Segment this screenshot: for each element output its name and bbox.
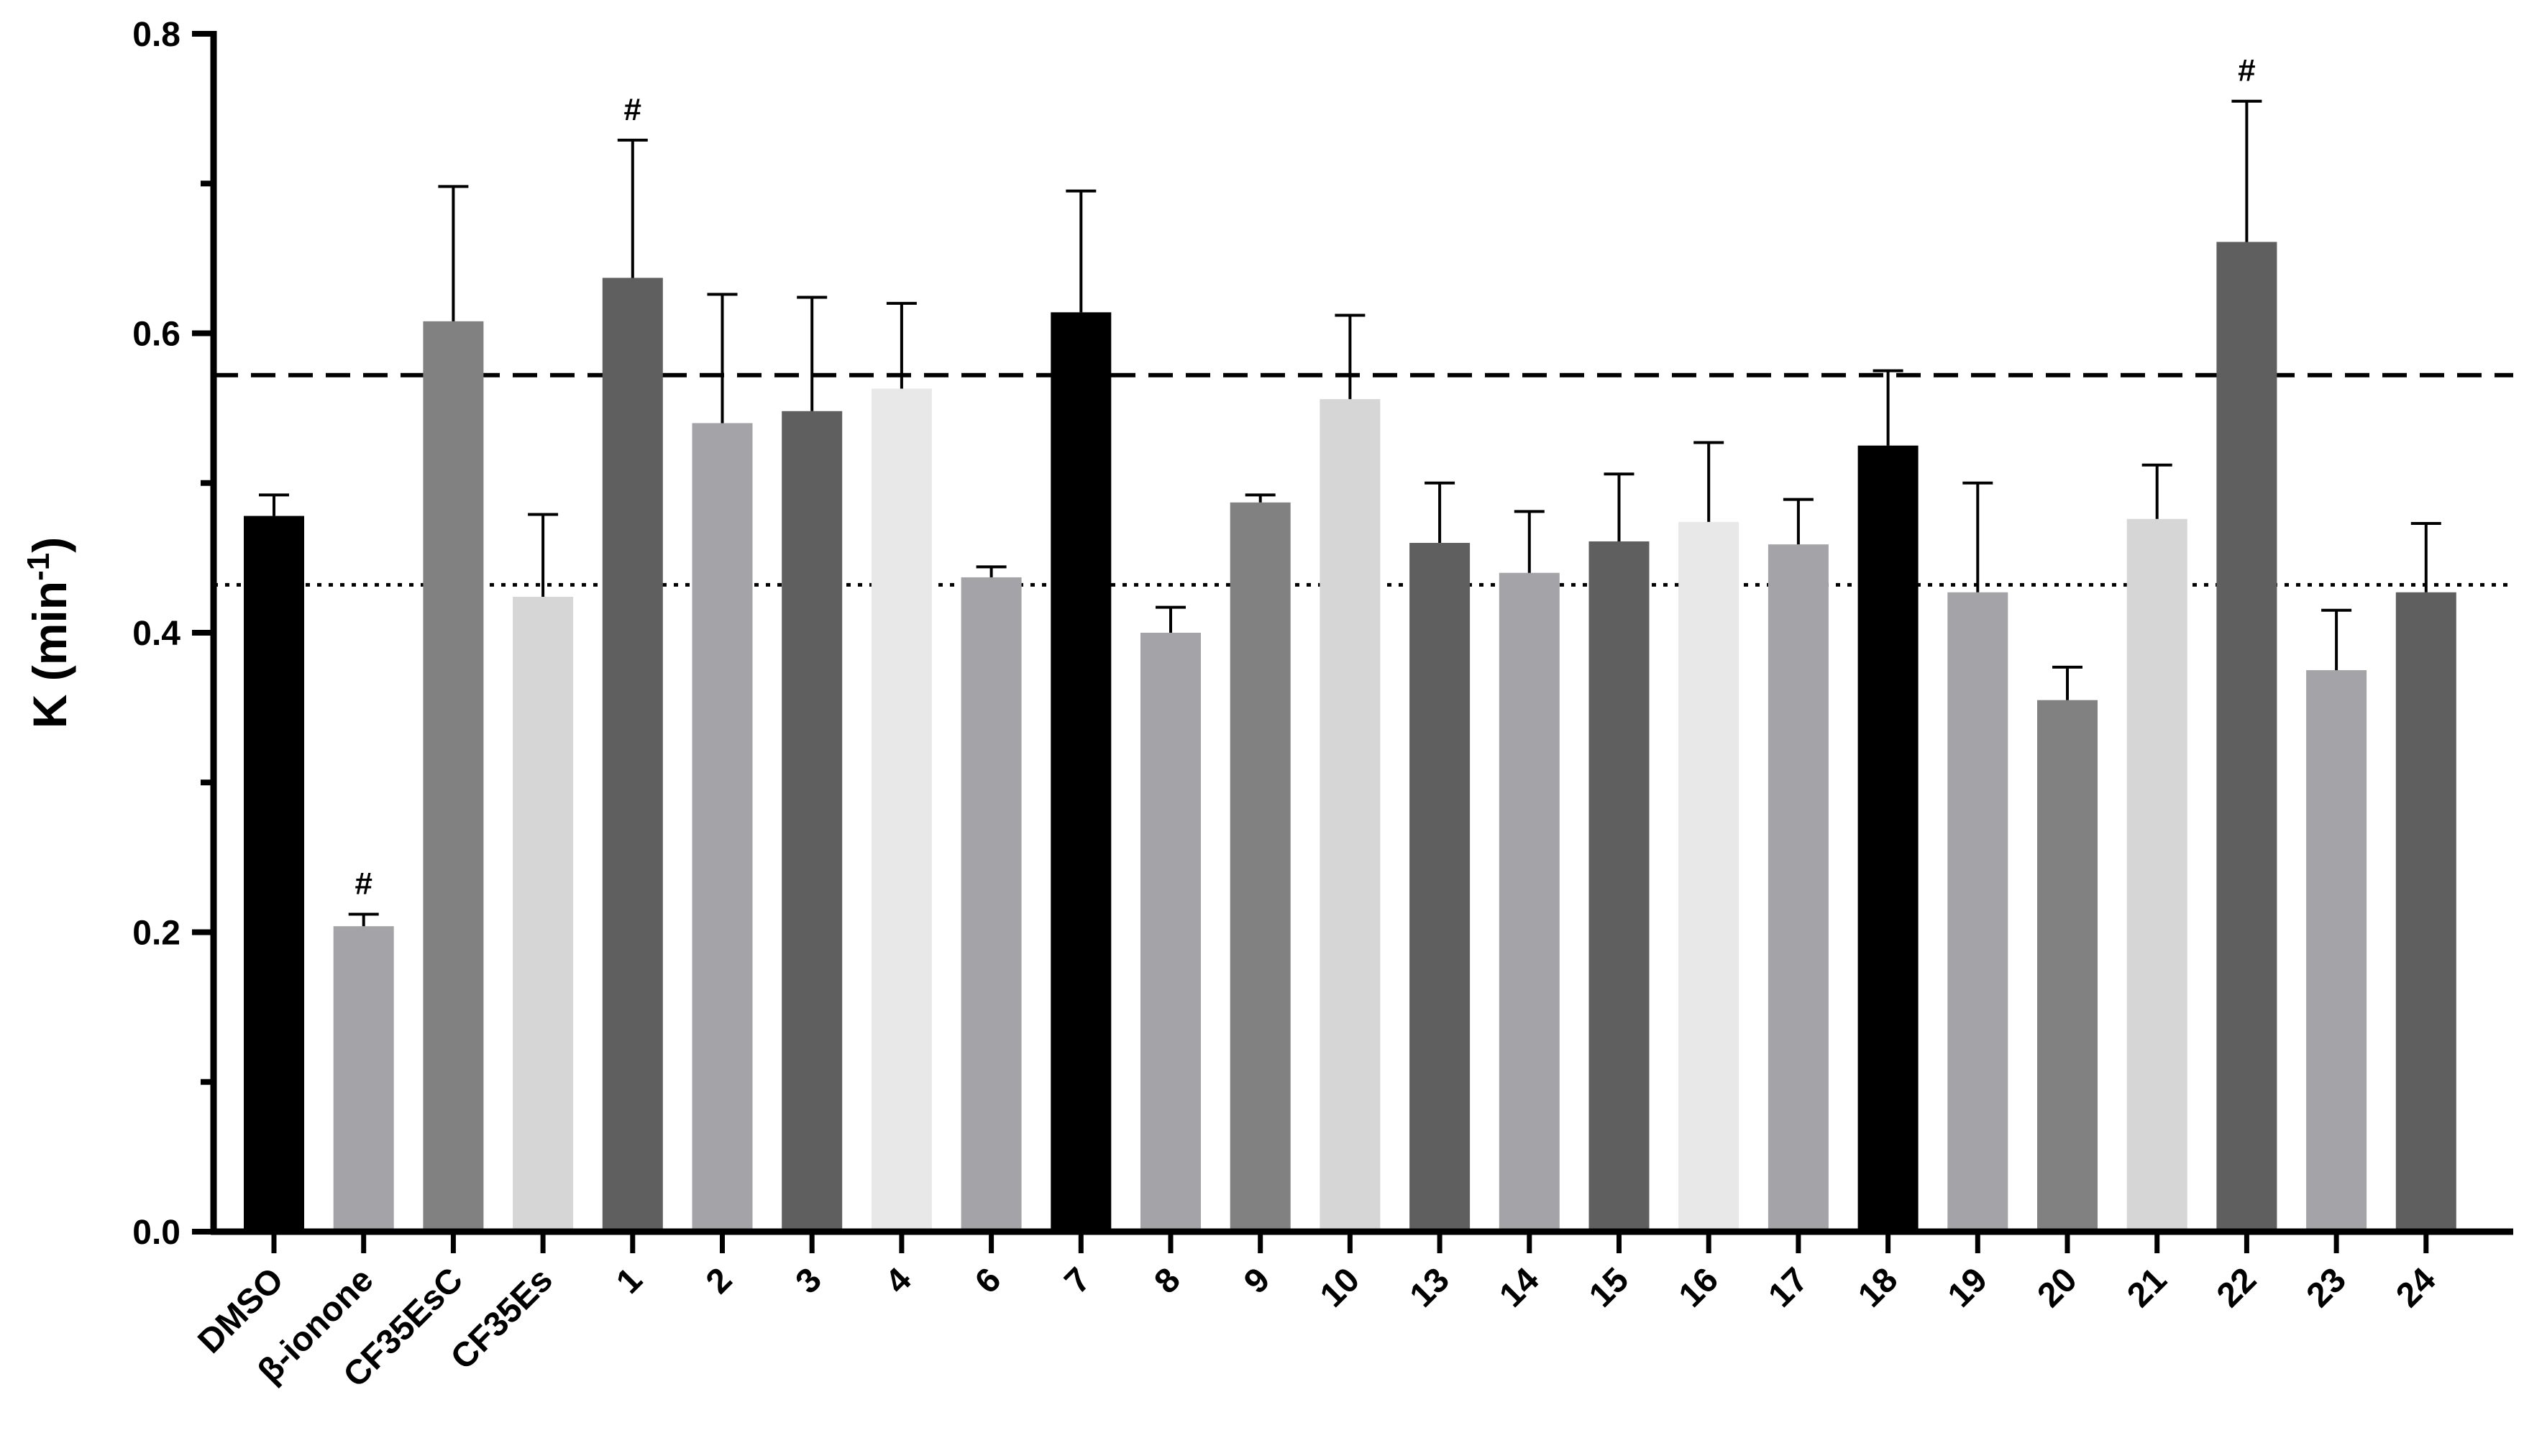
bar (1857, 445, 1919, 1232)
x-tick-label: 20 (2031, 1260, 2085, 1314)
significance-marker: # (2238, 53, 2255, 88)
x-tick-label: 10 (1313, 1260, 1367, 1314)
y-tick-label: 0.0 (132, 1214, 180, 1252)
bar (1768, 544, 1829, 1232)
x-tick-label: 24 (2389, 1260, 2443, 1314)
bar (333, 926, 394, 1232)
bar (513, 597, 574, 1232)
x-tick-label: 17 (1761, 1260, 1815, 1314)
x-tick-label: 9 (1237, 1260, 1277, 1301)
x-tick-label: 6 (968, 1260, 1008, 1301)
x-tick-label: 3 (789, 1260, 829, 1301)
bar (1409, 543, 1471, 1232)
y-tick-label: 0.8 (132, 16, 180, 54)
y-tick-label: 0.2 (132, 915, 180, 953)
bar (1678, 521, 1739, 1232)
x-tick-label: 14 (1492, 1260, 1546, 1314)
bar (1588, 541, 1650, 1232)
y-axis-title-text: K (min (23, 581, 76, 728)
significance-marker: # (355, 866, 372, 902)
bar (1320, 399, 1381, 1232)
x-tick-label: 4 (878, 1260, 919, 1301)
x-tick-label: 21 (2120, 1260, 2174, 1314)
bar (1499, 572, 1560, 1232)
reference-lines (214, 372, 2513, 587)
bar (2037, 700, 2098, 1232)
x-tick-label: 16 (1672, 1260, 1726, 1314)
x-tick-label: 18 (1851, 1260, 1905, 1314)
y-axis-title-close: ) (23, 537, 76, 553)
bar (1140, 633, 1201, 1232)
bar (2216, 242, 2277, 1232)
x-tick-label: 2 (699, 1260, 739, 1301)
x-tick-label: 22 (2210, 1260, 2264, 1314)
annotations: # # # (355, 53, 2255, 902)
x-tick-label: 1 (609, 1260, 649, 1301)
x-tick-label: 15 (1582, 1260, 1636, 1314)
bar (782, 411, 843, 1232)
bar (1230, 502, 1291, 1232)
bar (602, 278, 663, 1232)
bar (2395, 592, 2456, 1232)
x-tick-label: 8 (1147, 1260, 1187, 1301)
bars (244, 242, 2456, 1232)
y-ticks: 0.0 0.2 0.4 0.6 0.8 (132, 16, 214, 1252)
y-axis-title: K (min-1) (21, 537, 76, 728)
x-tick-label: 23 (2300, 1260, 2354, 1314)
significance-marker: # (624, 92, 641, 127)
x-tick-label: CF35Es (444, 1260, 560, 1377)
bar (423, 321, 484, 1232)
y-tick-label: 0.6 (132, 316, 180, 354)
bar (961, 577, 1022, 1232)
x-tick-label: 13 (1403, 1260, 1457, 1314)
y-axis-title-superscript: -1 (21, 553, 56, 581)
bar (871, 388, 932, 1232)
x-tick-label: 19 (1941, 1260, 1995, 1314)
bar (692, 423, 753, 1232)
bar (1051, 312, 1112, 1232)
error-bars (259, 99, 2441, 927)
bar (1947, 592, 2008, 1232)
x-tick-label: 7 (1058, 1260, 1098, 1301)
y-tick-label: 0.4 (132, 615, 180, 653)
bar (2126, 518, 2187, 1232)
bar (2306, 670, 2367, 1232)
bar (244, 516, 304, 1232)
